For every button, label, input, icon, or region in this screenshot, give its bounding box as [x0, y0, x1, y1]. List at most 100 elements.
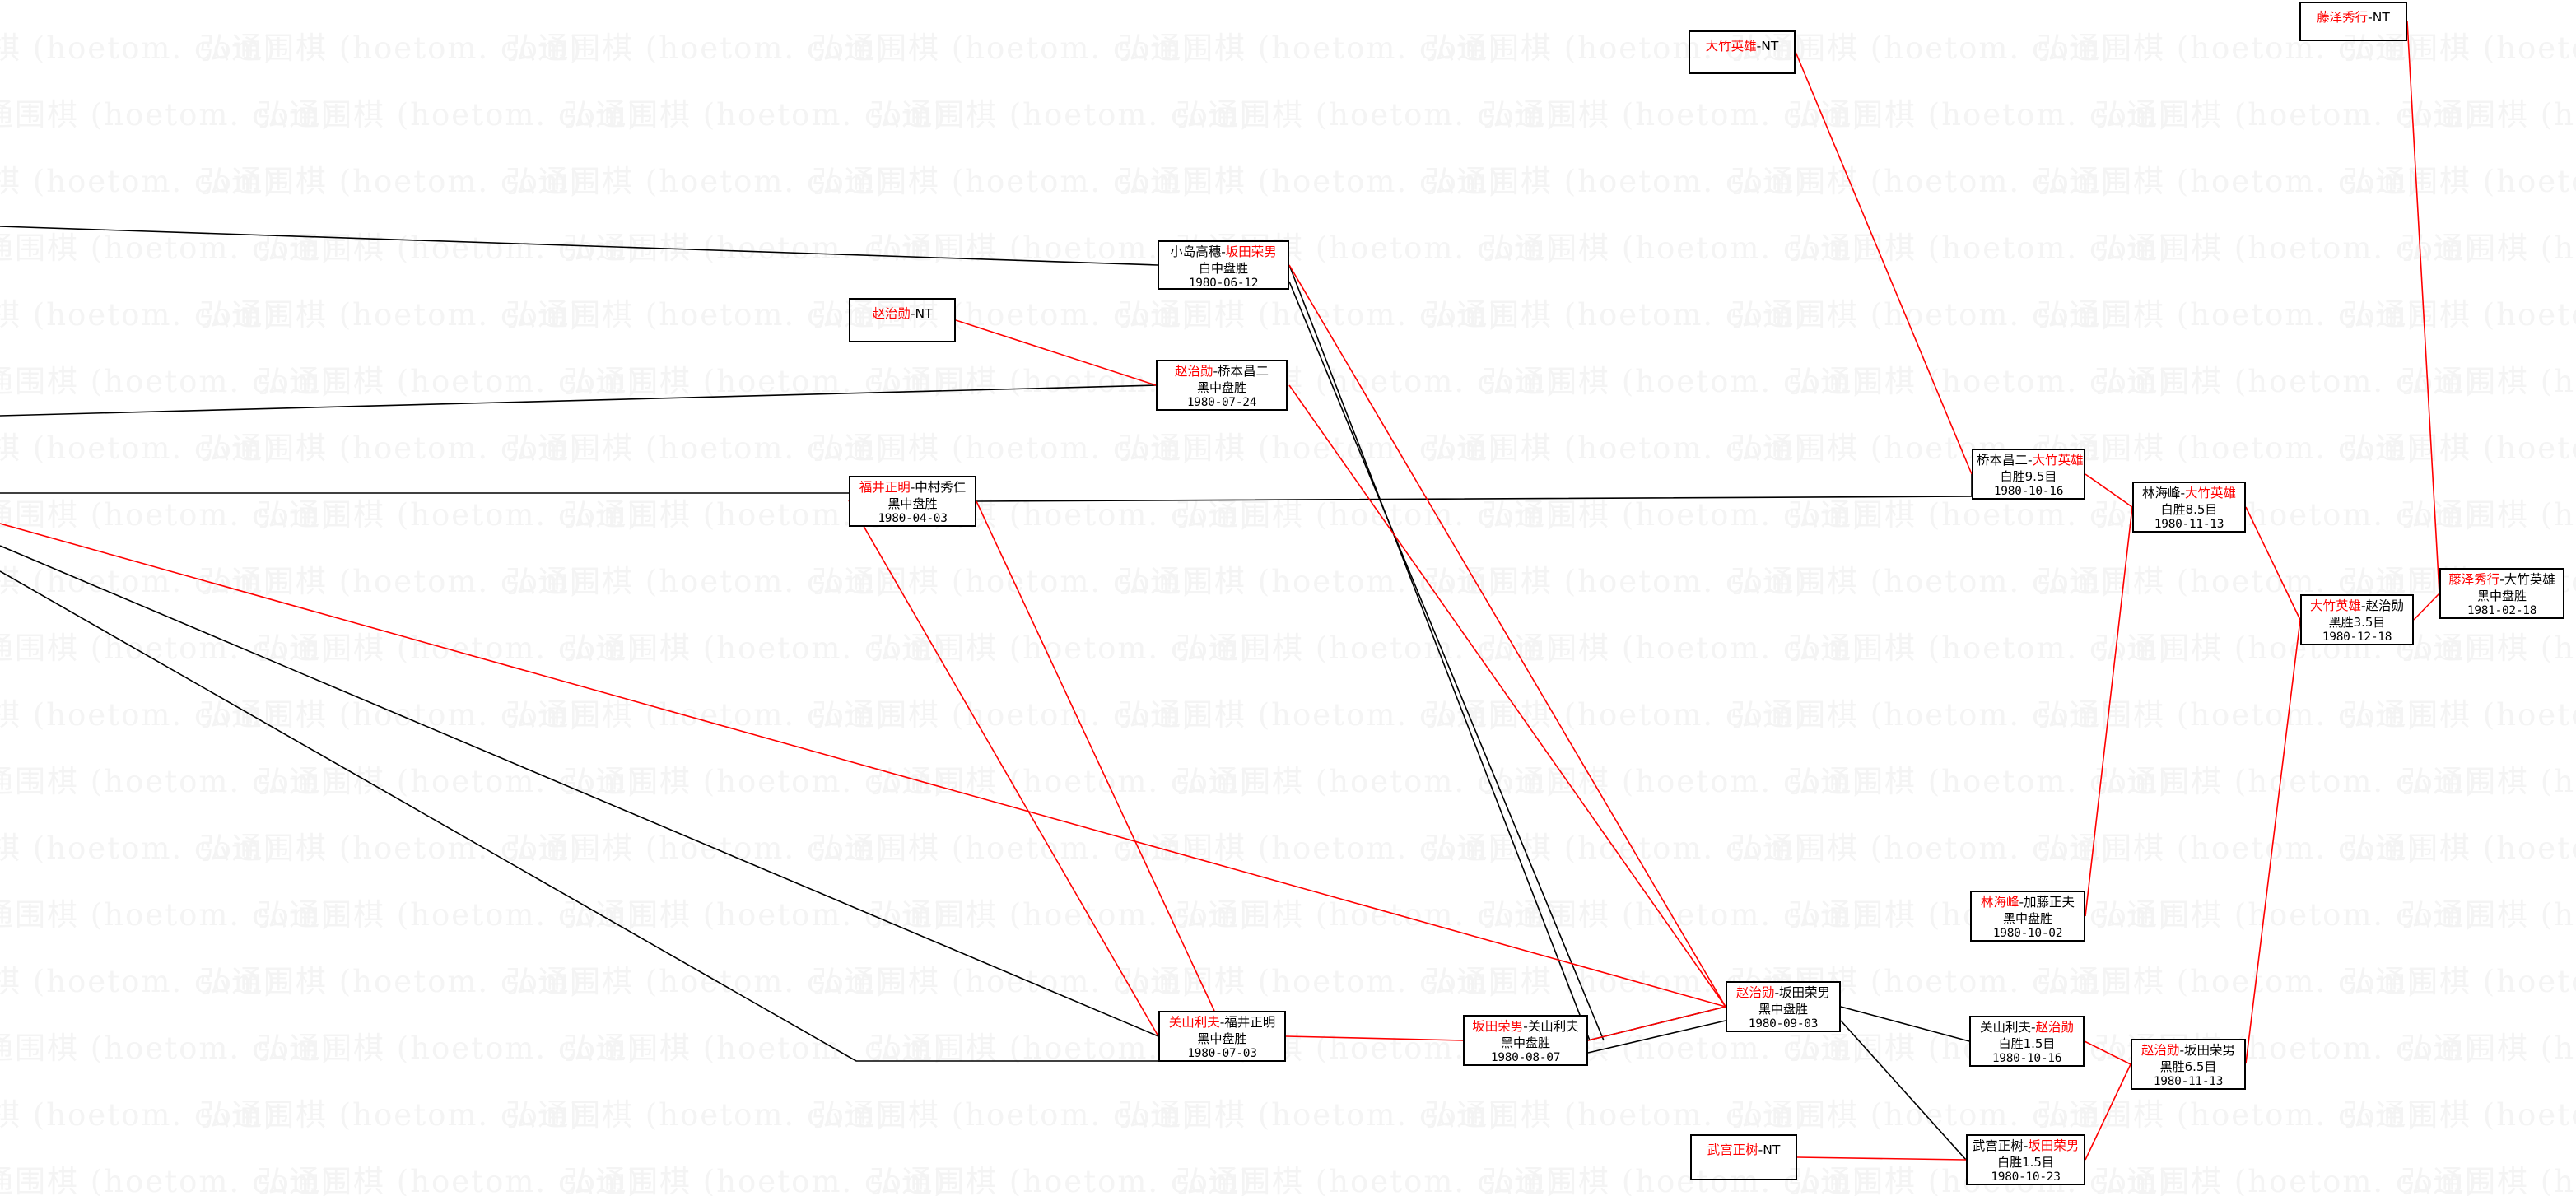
match-box[interactable]: 大竹英雄-赵治勋 黑胜3.5目 1980-12-18: [2300, 594, 2414, 645]
watermark-text: 弘通围棋 (hoetom. com)弘通围棋 (hoetom. com)弘通围棋…: [0, 1164, 2576, 1196]
match-players: 藤泽秀行-NT: [2301, 3, 2406, 26]
player-name: NT: [1763, 1142, 1781, 1157]
match-result: 黑胜3.5目: [2328, 614, 2386, 630]
player-name: 福井正明: [1224, 1015, 1276, 1030]
bracket-edge: [1796, 1156, 1967, 1161]
bracket-edge: [2245, 506, 2301, 621]
watermark-text: 弘通围棋 (hoetom. com)弘通围棋 (hoetom. com)弘通围棋…: [0, 564, 2576, 599]
bracket-edge: [0, 226, 1158, 266]
match-players: 关山利夫-福井正明: [1163, 1015, 1281, 1031]
watermark-text: 弘通围棋 (hoetom. com)弘通围棋 (hoetom. com)弘通围棋…: [0, 164, 2576, 199]
match-box[interactable]: 藤泽秀行-NT: [2299, 2, 2407, 41]
match-date: 1980-10-02: [1992, 927, 2063, 941]
bracket-edge: [1587, 1006, 1726, 1041]
bracket-edge: [2085, 506, 2133, 917]
vs-separator: -: [1219, 1015, 1225, 1030]
match-result: 黑中盘胜: [887, 496, 938, 511]
match-box[interactable]: 赵治勋-坂田荣男 黑中盘胜 1980-09-03: [1726, 981, 1841, 1032]
match-date: 1980-10-16: [1993, 485, 2064, 499]
watermark-text: 弘通围棋 (hoetom. com)弘通围棋 (hoetom. com)弘通围棋…: [0, 30, 2576, 66]
match-players: 武宫正树-坂田荣男: [1971, 1138, 2080, 1155]
player-name: 藤泽秀行: [2448, 572, 2500, 587]
bracket-edge: [0, 523, 1726, 1008]
match-players: 桥本昌二-大竹英雄: [1977, 453, 2084, 469]
vs-separator: -: [1221, 244, 1226, 259]
match-result: 黑中盘胜: [1197, 1031, 1247, 1046]
watermark-text: 弘通围棋 (hoetom. com)弘通围棋 (hoetom. com)弘通围棋…: [0, 831, 2576, 866]
match-players: 大竹英雄-NT: [1690, 32, 1794, 55]
vs-separator: -: [1213, 364, 1218, 379]
match-date: 1980-11-13: [2153, 1075, 2224, 1089]
bracket-edge: [1587, 1020, 1726, 1054]
match-players: 赵治勋-NT: [850, 300, 954, 323]
watermark-text: 弘通围棋 (hoetom. com)弘通围棋 (hoetom. com)弘通围棋…: [0, 430, 2576, 466]
match-box[interactable]: 福井正明-中村秀仁 黑中盘胜 1980-04-03: [849, 476, 976, 527]
watermark-text: 弘通围棋 (hoetom. com)弘通围棋 (hoetom. com)弘通围棋…: [0, 1097, 2576, 1133]
player-name: 加藤正夫: [2024, 895, 2075, 910]
bracket-edge: [976, 474, 1973, 502]
match-box[interactable]: 桥本昌二-大竹英雄 白胜9.5目 1980-10-16: [1972, 449, 2085, 500]
match-box[interactable]: 关山利夫-赵治勋 白胜1.5目 1980-10-16: [1969, 1016, 2085, 1067]
vs-separator: -: [2019, 895, 2024, 910]
match-box[interactable]: 赵治勋-NT: [849, 298, 956, 342]
match-date: 1980-10-23: [1991, 1170, 2061, 1184]
player-name: 桥本昌二: [1977, 453, 2029, 468]
player-name: 中村秀仁: [915, 480, 967, 495]
bracket-edge: [1840, 1006, 1970, 1042]
bracket-edge: [2406, 21, 2440, 594]
player-name: 坂田荣男: [2028, 1138, 2080, 1153]
match-players: 武宫正树-NT: [1692, 1136, 1796, 1159]
match-box[interactable]: 林海峰-加藤正夫 黑中盘胜 1980-10-02: [1970, 891, 2085, 942]
vs-separator: -: [910, 480, 915, 495]
bracket-edge: [1288, 281, 1605, 1041]
match-players: 坂田荣男-关山利夫: [1468, 1019, 1583, 1035]
match-box[interactable]: 赵治勋-坂田荣男 黑胜6.5目 1980-11-13: [2131, 1039, 2246, 1090]
bracket-edge: [2245, 619, 2301, 1064]
watermark-text: 弘通围棋 (hoetom. com)弘通围棋 (hoetom. com)弘通围棋…: [0, 97, 2576, 133]
match-box[interactable]: 小岛高穗-坂田荣男 白中盘胜 1980-06-12: [1158, 240, 1289, 290]
match-box[interactable]: 林海峰-大竹英雄 白胜8.5目 1980-11-13: [2132, 482, 2246, 533]
match-date: 1980-10-16: [1991, 1052, 2062, 1066]
player-name: 福井正明: [859, 480, 911, 495]
match-box[interactable]: 藤泽秀行-大竹英雄 黑中盘胜 1981-02-18: [2439, 568, 2564, 619]
vs-separator: -: [2499, 572, 2504, 587]
match-date: 1981-02-18: [2467, 604, 2537, 618]
watermark-text: 弘通围棋 (hoetom. com)弘通围棋 (hoetom. com)弘通围棋…: [0, 897, 2576, 933]
player-name: 关山利夫: [1527, 1019, 1579, 1034]
match-players: 赵治勋-坂田荣男: [1731, 985, 1836, 1002]
bracket-edge: [976, 500, 1215, 1012]
bracket-edge: [0, 384, 1157, 417]
match-box[interactable]: 武宫正树-坂田荣男 白胜1.5目 1980-10-23: [1966, 1134, 2085, 1185]
watermark-text: 弘通围棋 (hoetom. com)弘通围棋 (hoetom. com)弘通围棋…: [0, 631, 2576, 666]
player-name: 小岛高穗: [1170, 244, 1222, 259]
match-box[interactable]: 武宫正树-NT: [1690, 1134, 1797, 1180]
match-box[interactable]: 坂田荣男-关山利夫 黑中盘胜 1980-08-07: [1463, 1015, 1588, 1066]
match-box[interactable]: 关山利夫-福井正明 黑中盘胜 1980-07-03: [1158, 1011, 1286, 1062]
watermark-text: 弘通围棋 (hoetom. com)弘通围棋 (hoetom. com)弘通围棋…: [0, 764, 2576, 799]
vs-separator: -: [1756, 39, 1762, 54]
watermark-text: 弘通围棋 (hoetom. com)弘通围棋 (hoetom. com)弘通围棋…: [0, 697, 2576, 733]
player-name: 林海峰: [1980, 895, 2019, 910]
watermark-text: 弘通围棋 (hoetom. com)弘通围棋 (hoetom. com)弘通围棋…: [0, 364, 2576, 399]
match-result: 白胜1.5目: [1997, 1154, 2054, 1170]
vs-separator: -: [1758, 1142, 1763, 1157]
bracket-edge: [1285, 1035, 1464, 1041]
match-box[interactable]: 赵治勋-桥本昌二 黑中盘胜 1980-07-24: [1156, 360, 1288, 411]
match-players: 福井正明-中村秀仁: [854, 480, 971, 496]
watermark-text: 弘通围棋 (hoetom. com)弘通围棋 (hoetom. com)弘通围棋…: [0, 964, 2576, 999]
bracket-edge: [955, 319, 1157, 386]
player-name: 赵治勋: [872, 306, 911, 321]
match-date: 1980-07-03: [1187, 1047, 1257, 1061]
player-name: 关山利夫: [1979, 1020, 2031, 1035]
match-players: 赵治勋-桥本昌二: [1161, 364, 1283, 380]
player-name: 坂田荣男: [1472, 1019, 1524, 1034]
match-players: 小岛高穗-坂田荣男: [1162, 244, 1284, 261]
bracket-edge: [2085, 1063, 2131, 1161]
player-name: 赵治勋: [1735, 985, 1775, 1000]
player-name: 大竹英雄: [2504, 572, 2555, 587]
match-date: 1980-07-24: [1186, 396, 1257, 410]
match-box[interactable]: 大竹英雄-NT: [1689, 30, 1796, 74]
match-players: 大竹英雄-赵治勋: [2305, 598, 2409, 615]
bracket-edge: [1288, 264, 1591, 1041]
